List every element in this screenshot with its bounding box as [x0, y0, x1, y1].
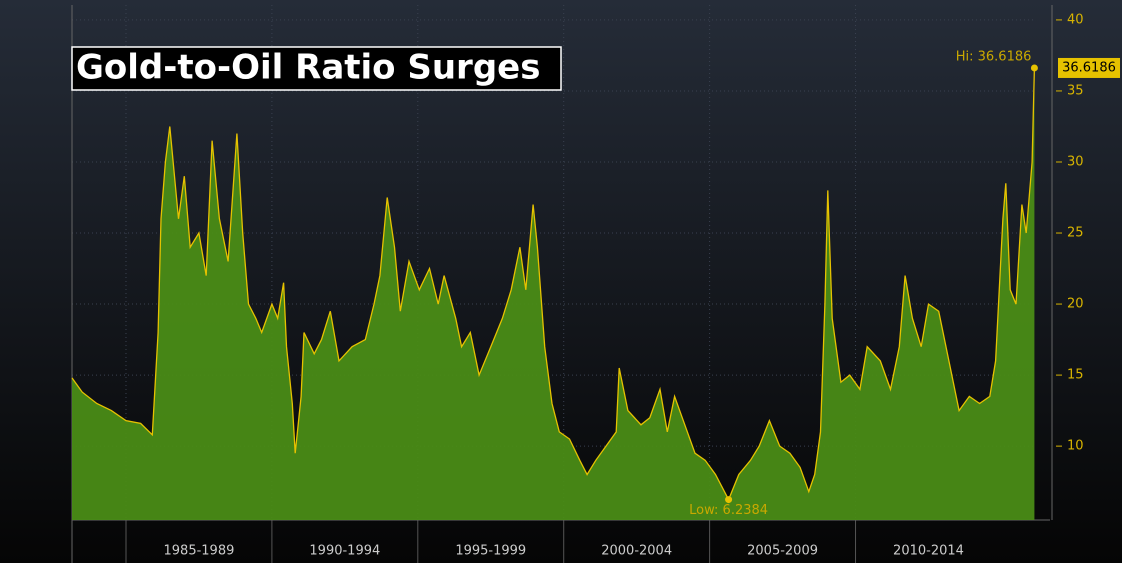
area — [72, 68, 1035, 520]
x-tick-label: 2010-2014 — [893, 544, 964, 559]
y-tick-label: 20 — [1067, 297, 1084, 312]
annotation-label: Low: 6.2384 — [689, 503, 768, 518]
annotation-label: Hi: 36.6186 — [956, 49, 1032, 64]
x-tick-label: 1990-1994 — [309, 544, 380, 559]
plot: 10 15 20 25 30 35 40 1985-1989 1990-1994 1995-199… — [71, 5, 1120, 563]
y-tick-label: 15 — [1067, 368, 1084, 383]
line — [71, 67, 1036, 502]
title-box — [71, 46, 562, 91]
y-tick-label: 40 — [1067, 12, 1084, 27]
y-tick-label: 10 — [1067, 439, 1084, 454]
annotation-marker — [1030, 64, 1038, 72]
x-tick-label: 2000-2004 — [601, 544, 672, 559]
annotation-marker — [725, 496, 733, 504]
x-tick-label: 1985-1989 — [164, 544, 235, 559]
chart-title: Gold-to-Oil Ratio Surges — [76, 48, 540, 88]
y-tick-label: 30 — [1067, 154, 1084, 169]
last-value-tag — [1058, 57, 1120, 78]
x-tick-label: 2005-2009 — [747, 544, 818, 559]
y-tick-label: 35 — [1067, 83, 1084, 98]
y-tick-label: 25 — [1067, 226, 1084, 241]
x-tick-label: 1995-1999 — [455, 544, 526, 559]
last-value-label: 36.6186 — [1062, 60, 1116, 75]
